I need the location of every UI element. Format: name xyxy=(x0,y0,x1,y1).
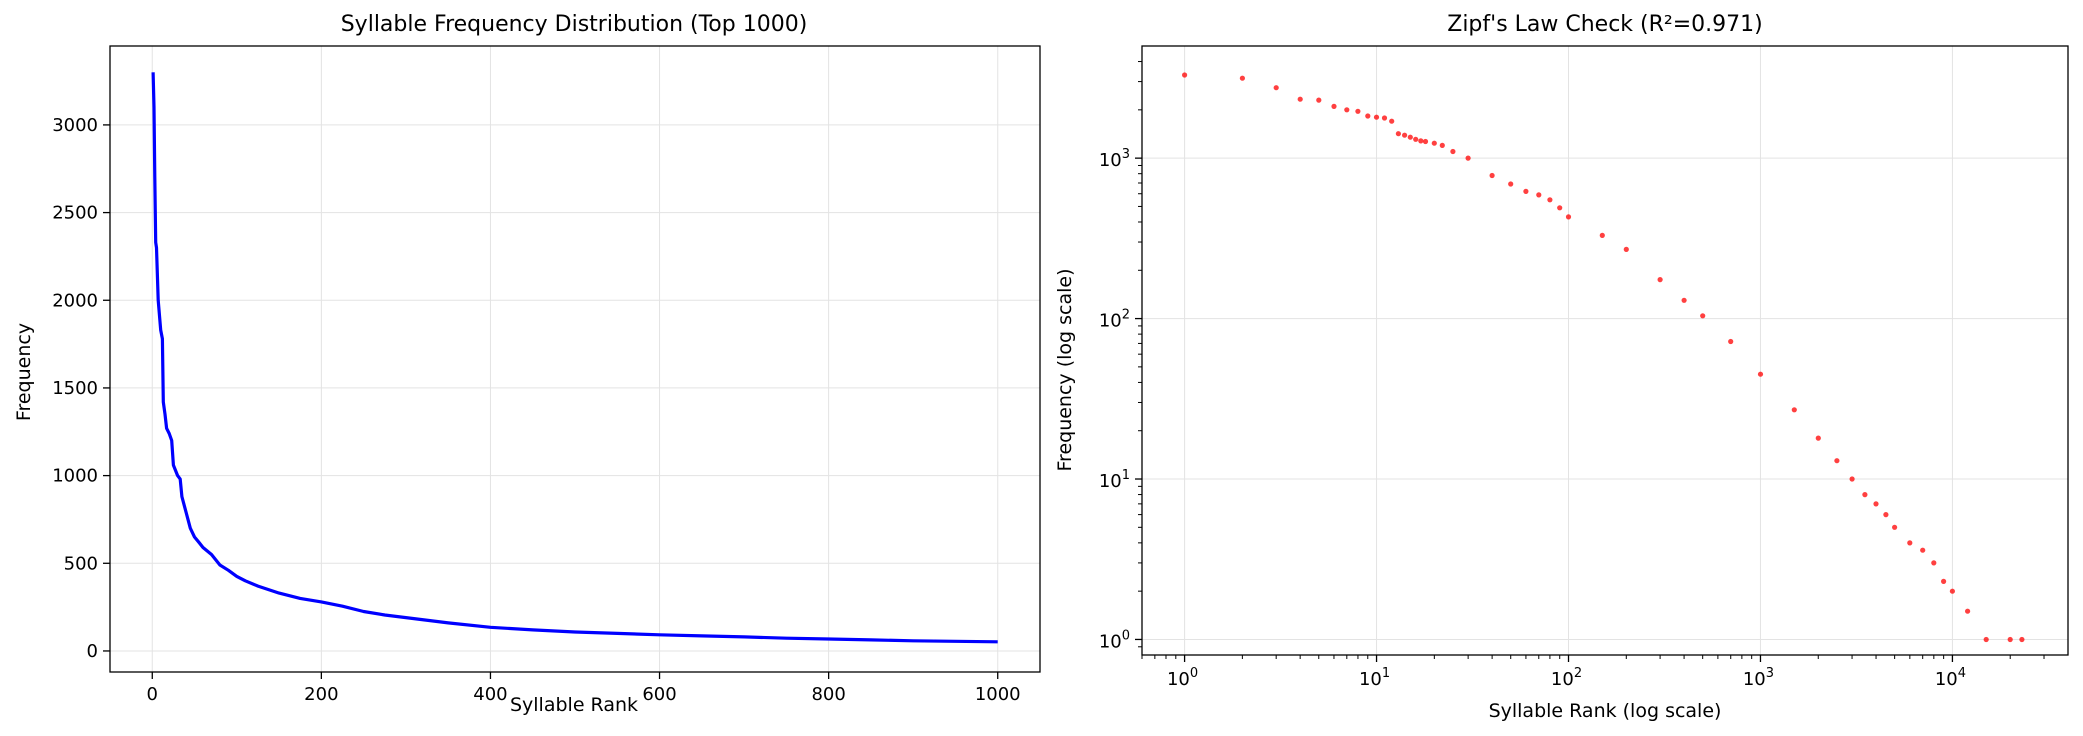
scatter-point xyxy=(1297,96,1303,102)
scatter-point xyxy=(1239,75,1245,81)
left-y-tick-label: 3000 xyxy=(52,115,98,136)
scatter-point xyxy=(1681,297,1687,303)
scatter-point xyxy=(1862,492,1868,498)
scatter-point xyxy=(1557,205,1563,211)
scatter-point xyxy=(1465,155,1471,161)
scatter-point xyxy=(1182,72,1188,78)
left-plot-frame xyxy=(109,45,1041,673)
left-chart-title: Syllable Frequency Distribution (Top 100… xyxy=(341,12,808,37)
scatter-point xyxy=(1508,181,1514,187)
scatter-point xyxy=(1273,85,1279,91)
scatter-point xyxy=(1791,407,1797,413)
scatter-point xyxy=(1547,197,1553,203)
left-x-tick-label: 600 xyxy=(642,684,676,705)
scatter-point xyxy=(1565,214,1572,220)
scatter-point xyxy=(1389,118,1395,124)
right-y-tick-label: 103 xyxy=(1099,147,1130,171)
scatter-point xyxy=(2007,636,2013,643)
scatter-point xyxy=(1439,142,1445,148)
right-y-tick-label: 102 xyxy=(1099,308,1130,332)
scatter-point xyxy=(1599,232,1605,238)
right-x-tick-label: 100 xyxy=(1167,666,1198,690)
left-y-tick-label: 1500 xyxy=(52,378,98,399)
right-scatter-points xyxy=(1182,72,2025,643)
scatter-point xyxy=(1657,277,1663,283)
left-y-tick-label: 2500 xyxy=(52,203,98,224)
left-x-tick-label: 400 xyxy=(473,684,507,705)
scatter-point xyxy=(1849,476,1855,482)
scatter-point xyxy=(1920,547,1926,553)
right-chart-title: Zipf's Law Check (R²=0.971) xyxy=(1447,12,1762,37)
left-y-tick-label: 1000 xyxy=(52,466,98,487)
right-x-axis-label: Syllable Rank (log scale) xyxy=(1489,700,1722,722)
scatter-point xyxy=(1728,338,1734,345)
scatter-point xyxy=(1623,246,1629,252)
scatter-point xyxy=(1316,97,1322,103)
scatter-point xyxy=(1418,138,1424,144)
scatter-point xyxy=(1931,560,1937,566)
scatter-point xyxy=(1413,136,1419,142)
scatter-point xyxy=(1373,114,1380,120)
left-series-line xyxy=(151,72,998,644)
left-x-axis-label: Syllable Rank xyxy=(510,694,638,716)
scatter-point xyxy=(1402,132,1408,138)
scatter-point xyxy=(1450,148,1456,155)
left-chart-panel: Syllable Frequency Distribution (Top 100… xyxy=(13,12,1041,716)
right-y-axis-label: Frequency (log scale) xyxy=(1054,269,1076,472)
scatter-point xyxy=(1700,313,1706,319)
left-y-tick-label: 500 xyxy=(64,553,98,574)
scatter-point xyxy=(1395,131,1401,137)
scatter-point xyxy=(1422,138,1429,145)
scatter-point xyxy=(1489,172,1495,179)
scatter-point xyxy=(1892,524,1898,530)
right-gridlines xyxy=(1142,46,2068,655)
right-x-tick-label: 103 xyxy=(1743,666,1774,690)
scatter-point xyxy=(1381,115,1388,121)
scatter-point xyxy=(1873,501,1879,507)
left-x-tick-label: 1000 xyxy=(975,684,1021,705)
scatter-point xyxy=(1365,113,1371,119)
scatter-point xyxy=(1536,192,1542,198)
scatter-point xyxy=(1757,371,1764,377)
scatter-point xyxy=(1407,134,1413,140)
left-y-tick-label: 0 xyxy=(87,641,98,662)
right-x-tick-label: 104 xyxy=(1935,666,1966,690)
right-x-tick-label: 102 xyxy=(1551,666,1582,690)
scatter-point xyxy=(1941,578,1947,585)
scatter-point xyxy=(1907,540,1913,546)
left-x-tick-label: 200 xyxy=(304,684,338,705)
scatter-point xyxy=(1331,103,1337,109)
left-x-tick-label: 800 xyxy=(811,684,845,705)
scatter-point xyxy=(1431,140,1437,146)
left-y-axis-label: Frequency xyxy=(13,323,35,421)
scatter-point xyxy=(1815,435,1821,441)
scatter-point xyxy=(1355,108,1361,114)
scatter-point xyxy=(1344,107,1350,113)
left-y-tick-label: 2000 xyxy=(52,290,98,311)
scatter-point xyxy=(2019,636,2025,643)
right-y-tick-label: 100 xyxy=(1099,628,1130,652)
left-x-tick-label: 0 xyxy=(147,684,158,705)
scatter-point xyxy=(1834,458,1840,464)
right-y-tick-label: 101 xyxy=(1099,468,1130,492)
scatter-point xyxy=(1523,188,1529,194)
scatter-point xyxy=(1883,511,1889,518)
scatter-point xyxy=(1949,588,1955,594)
left-gridlines xyxy=(110,46,1040,672)
right-chart-panel: Zipf's Law Check (R²=0.971) Syllable Ran… xyxy=(1054,12,2069,722)
scatter-point xyxy=(1965,608,1971,614)
scatter-point xyxy=(1983,636,1989,643)
right-x-tick-label: 101 xyxy=(1359,666,1390,690)
right-plot-frame xyxy=(1141,45,2069,656)
